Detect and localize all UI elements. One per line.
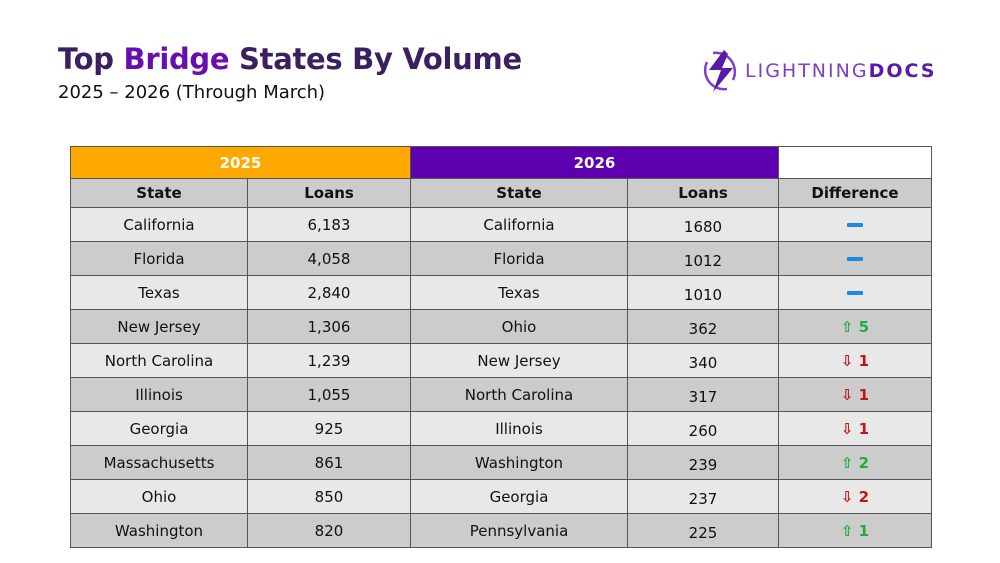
- table-row: California 6,183 California 1680: [70, 207, 932, 242]
- table-row: Illinois 1,055 North Carolina 317 ⇩ 1: [70, 377, 932, 412]
- state-2026-cell: Florida: [410, 241, 628, 276]
- logo-text: LIGHTNINGDOCS: [745, 60, 936, 82]
- loans-2025-cell: 925: [247, 411, 411, 446]
- difference-cell: ⇧ 2: [778, 445, 932, 480]
- page-subtitle: 2025 – 2026 (Through March): [58, 82, 326, 103]
- difference-cell: ⇧ 1: [778, 513, 932, 548]
- table-row: Texas 2,840 Texas 1010: [70, 275, 932, 310]
- table-row: Washington 820 Pennsylvania 225 ⇧ 1: [70, 513, 932, 548]
- state-2026-cell: New Jersey: [410, 343, 628, 378]
- difference-cell: ⇩ 1: [778, 377, 932, 412]
- difference-cell: [778, 275, 932, 310]
- title-accent: Bridge: [123, 42, 230, 76]
- title-part: Top: [58, 42, 124, 76]
- logo-text-light: LIGHTNING: [745, 60, 869, 82]
- year-2025-header: 2025: [70, 146, 411, 179]
- state-2025-cell: Massachusetts: [70, 445, 248, 480]
- title-part: States By Volume: [229, 42, 522, 76]
- col-state-2026: State: [410, 178, 628, 208]
- loans-2025-cell: 6,183: [247, 207, 411, 242]
- bridge-states-table: 2025 2026 State Loans State Loans Differ…: [70, 146, 932, 548]
- table-row: Ohio 850 Georgia 237 ⇩ 2: [70, 479, 932, 514]
- state-2025-cell: North Carolina: [70, 343, 248, 378]
- table-row: New Jersey 1,306 Ohio 362 ⇧ 5: [70, 309, 932, 344]
- state-2025-cell: Georgia: [70, 411, 248, 446]
- table-row: Georgia 925 Illinois 260 ⇩ 1: [70, 411, 932, 446]
- no-change-dash-icon: [847, 291, 863, 295]
- logo-text-bold: DOCS: [868, 60, 937, 82]
- loans-2025-cell: 2,840: [247, 275, 411, 310]
- loans-2025-cell: 820: [247, 513, 411, 548]
- table-row: Massachusetts 861 Washington 239 ⇧ 2: [70, 445, 932, 480]
- rank-down-value: ⇩ 1: [840, 351, 870, 370]
- difference-cell: ⇩ 1: [778, 343, 932, 378]
- state-2025-cell: New Jersey: [70, 309, 248, 344]
- col-loans-2025: Loans: [247, 178, 411, 208]
- state-2026-cell: Texas: [410, 275, 628, 310]
- col-loans-2026: Loans: [627, 178, 779, 208]
- loans-2026-cell: 225: [627, 513, 779, 548]
- loans-2026-cell: 340: [627, 343, 779, 378]
- state-2025-cell: Ohio: [70, 479, 248, 514]
- difference-cell: [778, 241, 932, 276]
- loans-2026-cell: 260: [627, 411, 779, 446]
- loans-2025-cell: 1,055: [247, 377, 411, 412]
- no-change-dash-icon: [847, 223, 863, 227]
- difference-cell: ⇩ 1: [778, 411, 932, 446]
- state-2026-cell: Illinois: [410, 411, 628, 446]
- loans-2026-cell: 362: [627, 309, 779, 344]
- loans-2025-cell: 1,306: [247, 309, 411, 344]
- state-2026-cell: Ohio: [410, 309, 628, 344]
- col-difference: Difference: [778, 178, 932, 208]
- loans-2025-cell: 4,058: [247, 241, 411, 276]
- state-2025-cell: Florida: [70, 241, 248, 276]
- loans-2025-cell: 1,239: [247, 343, 411, 378]
- rank-down-value: ⇩ 1: [840, 385, 870, 404]
- difference-cell: ⇧ 5: [778, 309, 932, 344]
- col-state-2025: State: [70, 178, 248, 208]
- state-2026-cell: California: [410, 207, 628, 242]
- loans-2026-cell: 237: [627, 479, 779, 514]
- difference-cell: ⇩ 2: [778, 479, 932, 514]
- lightning-bolt-icon: [703, 50, 737, 92]
- page-title: Top Bridge States By Volume: [58, 42, 522, 76]
- table-row: North Carolina 1,239 New Jersey 340 ⇩ 1: [70, 343, 932, 378]
- rank-up-value: ⇧ 2: [840, 453, 870, 472]
- loans-2026-cell: 317: [627, 377, 779, 412]
- state-2025-cell: Washington: [70, 513, 248, 548]
- state-2026-cell: North Carolina: [410, 377, 628, 412]
- loans-2026-cell: 1012: [627, 241, 779, 276]
- loans-2026-cell: 1680: [627, 207, 779, 242]
- blank-header: [778, 146, 932, 179]
- loans-2025-cell: 861: [247, 445, 411, 480]
- state-2025-cell: Illinois: [70, 377, 248, 412]
- rank-down-value: ⇩ 1: [840, 419, 870, 438]
- loans-2026-cell: 239: [627, 445, 779, 480]
- table-row: Florida 4,058 Florida 1012: [70, 241, 932, 276]
- state-2026-cell: Georgia: [410, 479, 628, 514]
- state-2025-cell: Texas: [70, 275, 248, 310]
- loans-2026-cell: 1010: [627, 275, 779, 310]
- year-2026-header: 2026: [410, 146, 779, 179]
- state-2026-cell: Pennsylvania: [410, 513, 628, 548]
- no-change-dash-icon: [847, 257, 863, 261]
- difference-cell: [778, 207, 932, 242]
- rank-up-value: ⇧ 1: [840, 521, 870, 540]
- rank-down-value: ⇩ 2: [840, 487, 870, 506]
- lightningdocs-logo: LIGHTNINGDOCS: [697, 48, 936, 94]
- state-2026-cell: Washington: [410, 445, 628, 480]
- rank-up-value: ⇧ 5: [840, 317, 870, 336]
- loans-2025-cell: 850: [247, 479, 411, 514]
- state-2025-cell: California: [70, 207, 248, 242]
